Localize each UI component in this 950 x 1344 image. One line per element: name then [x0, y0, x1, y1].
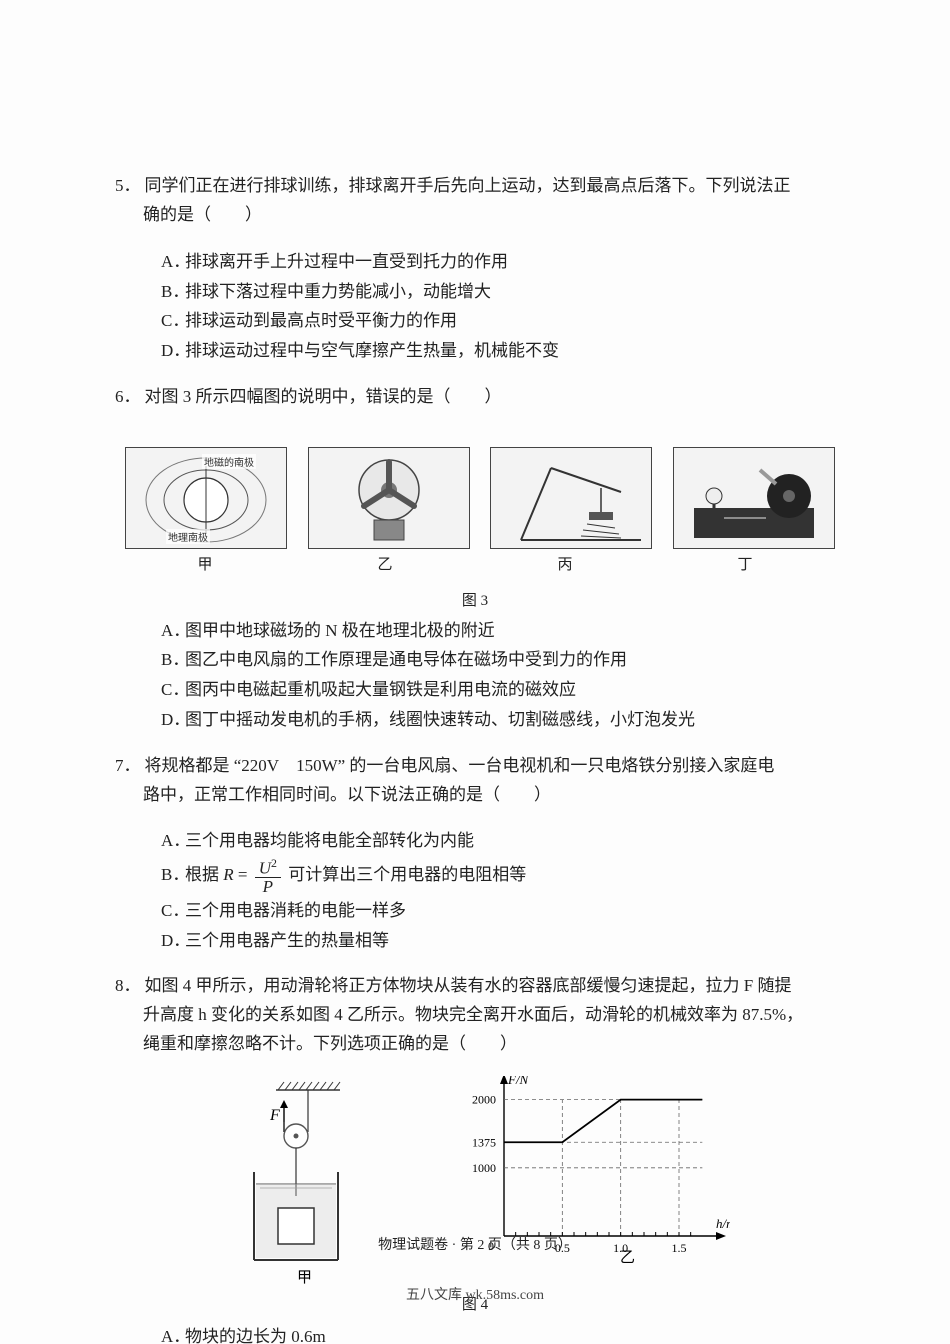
q7-stem-line2: 路中，正常工作相同时间。以下说法正确的是（ ） — [143, 785, 551, 804]
q7-opt-c: C．三个用电器消耗的电能一样多 — [161, 896, 835, 926]
page: 5．同学们正在进行排球训练，排球离开手后先向上运动，达到最高点后落下。下列说法正… — [0, 0, 950, 1344]
fig4-diag-svg: F甲 — [220, 1076, 390, 1286]
q8-stem-line1: 如图 4 甲所示，用动滑轮将正方体物块从装有水的容器底部缓慢匀速提起，拉力 F … — [145, 976, 792, 995]
fig3-label-bing: 丙 — [485, 553, 645, 574]
q7-stem: 7．将规格都是 “220V 150W” 的一台电风扇、一台电视机和一只电烙铁分别… — [115, 752, 835, 810]
q8-opt-a: A．物块的边长为 0.6m — [161, 1322, 835, 1344]
content-area: 5．同学们正在进行排球训练，排球离开手后先向上运动，达到最高点后落下。下列说法正… — [115, 155, 835, 1344]
question-6: 6．对图 3 所示四幅图的说明中，错误的是（ ） 地磁的南极 地理南极 — [115, 383, 835, 735]
q5-number: 5． — [115, 176, 141, 195]
fig4-chart-yi: F/Nh/m20001375100000.51.01.5乙 — [450, 1076, 730, 1291]
svg-text:1000: 1000 — [472, 1161, 496, 1175]
q6-stem-text: 对图 3 所示四幅图的说明中，错误的是（ ） — [145, 387, 502, 406]
svg-text:F: F — [269, 1107, 280, 1124]
q6-opt-b: B．图乙中电风扇的工作原理是通电导体在磁场中受到力的作用 — [161, 645, 835, 675]
svg-text:h/m: h/m — [716, 1216, 730, 1231]
q7-opt-d: D．三个用电器产生的热量相等 — [161, 926, 835, 956]
fig3-label-jia: 甲 — [125, 553, 285, 574]
q8-stem: 8．如图 4 甲所示，用动滑轮将正方体物块从装有水的容器底部缓慢匀速提起，拉力 … — [115, 972, 835, 1059]
svg-text:F/N: F/N — [507, 1076, 530, 1087]
fig3-thumb-jia: 地磁的南极 地理南极 — [125, 447, 287, 549]
fig4-row: F甲 F/Nh/m20001375100000.51.01.5乙 — [115, 1076, 835, 1291]
question-7: 7．将规格都是 “220V 150W” 的一台电风扇、一台电视机和一只电烙铁分别… — [115, 752, 835, 956]
q5-options: A．排球离开手上升过程中一直受到托力的作用 B．排球下落过程中重力势能减小，动能… — [115, 247, 835, 366]
q7-number: 7． — [115, 756, 141, 775]
q5-opt-c: C．排球运动到最高点时受平衡力的作用 — [161, 306, 835, 336]
formula-frac: U2P — [255, 857, 281, 896]
fig3-thumb-ding — [673, 447, 835, 549]
q5-stem: 5．同学们正在进行排球训练，排球离开手后先向上运动，达到最高点后落下。下列说法正… — [115, 172, 835, 230]
q6-opt-d: D．图丁中摇动发电机的手柄，线圈快速转动、切割磁感线，小灯泡发光 — [161, 705, 835, 735]
q7-opt-b: B．根据 R = U2P 可计算出三个用电器的电阻相等 — [161, 856, 835, 896]
fig3-row: 地磁的南极 地理南极 — [125, 429, 835, 549]
q6-number: 6． — [115, 387, 141, 406]
q8-options: A．物块的边长为 0.6m B．动滑轮重为 300N C．提升物块完全离开水面前… — [115, 1322, 835, 1344]
q8-number: 8． — [115, 976, 141, 995]
fig4-diagram-jia: F甲 — [220, 1076, 390, 1291]
fig3-caption: 图 3 — [115, 589, 835, 610]
q5-opt-a: A．排球离开手上升过程中一直受到托力的作用 — [161, 247, 835, 277]
page-footer: 物理试题卷 · 第 2 页（共 8 页） — [0, 1234, 950, 1254]
q5-opt-b: B．排球下落过程中重力势能减小，动能增大 — [161, 277, 835, 307]
fig3-label-ding: 丁 — [665, 553, 825, 574]
q8-stem-line2: 升高度 h 变化的关系如图 4 乙所示。物块完全离开水面后，动滑轮的机械效率为 … — [143, 1005, 803, 1024]
fig3-thumb-yi — [308, 447, 470, 549]
question-5: 5．同学们正在进行排球训练，排球离开手后先向上运动，达到最高点后落下。下列说法正… — [115, 172, 835, 366]
q5-opt-d: D．排球运动过程中与空气摩擦产生热量，机械能不变 — [161, 336, 835, 366]
q5-stem-line2: 确的是（ ） — [143, 205, 262, 224]
q6-opt-a: A．图甲中地球磁场的 N 极在地理北极的附近 — [161, 616, 835, 646]
q7-stem-line1: 将规格都是 “220V 150W” 的一台电风扇、一台电视机和一只电烙铁分别接入… — [145, 756, 775, 775]
q7-opt-a: A．三个用电器均能将电能全部转化为内能 — [161, 826, 835, 856]
q6-stem: 6．对图 3 所示四幅图的说明中，错误的是（ ） — [115, 383, 835, 412]
q6-opt-c: C．图丙中电磁起重机吸起大量钢铁是利用电流的磁效应 — [161, 675, 835, 705]
q7-options: A．三个用电器均能将电能全部转化为内能 B．根据 R = U2P 可计算出三个用… — [115, 826, 835, 955]
fig3-thumb-bing — [490, 447, 652, 549]
fig3-label-yi: 乙 — [305, 553, 465, 574]
fig3-sublabels: 甲 乙 丙 丁 — [125, 553, 825, 574]
site-footer: 五八文库 wk.58ms.com — [0, 1284, 950, 1304]
svg-text:2000: 2000 — [472, 1093, 496, 1107]
fig3-jia-label-south: 地磁的南极 — [202, 454, 256, 469]
q8-stem-line3: 绳重和摩擦忽略不计。下列选项正确的是（ ） — [143, 1034, 517, 1053]
fig3-jia-label-north: 地理南极 — [166, 529, 210, 544]
svg-text:1375: 1375 — [472, 1135, 496, 1149]
formula-R: R — [223, 865, 233, 884]
q6-options: A．图甲中地球磁场的 N 极在地理北极的附近 B．图乙中电风扇的工作原理是通电导… — [115, 616, 835, 735]
q5-stem-line1: 同学们正在进行排球训练，排球离开手后先向上运动，达到最高点后落下。下列说法正 — [145, 176, 791, 195]
